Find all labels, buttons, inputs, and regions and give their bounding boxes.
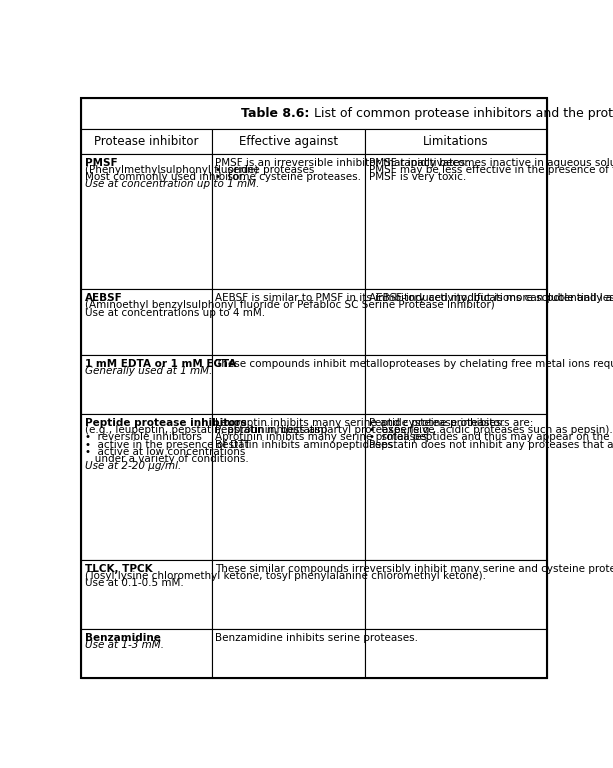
Text: List of common protease inhibitors and the proteases they inhibit: List of common protease inhibitors and t…	[314, 108, 613, 120]
Text: Peptide protease inhibitors: Peptide protease inhibitors	[85, 418, 246, 428]
Bar	[365, 129, 547, 154]
Text: AEBSF-induced modifications can potentially alter the pI of a protein.: AEBSF-induced modifications can potentia…	[368, 293, 613, 303]
Bar	[365, 355, 547, 414]
Text: •  active in the presence of DTT: • active in the presence of DTT	[85, 439, 250, 449]
Text: Protease inhibitor: Protease inhibitor	[94, 135, 199, 148]
Text: Use at 0.1-0.5 mM.: Use at 0.1-0.5 mM.	[85, 578, 183, 588]
Text: Benzamidine: Benzamidine	[85, 633, 161, 643]
Text: •  serine proteases: • serine proteases	[215, 165, 314, 175]
Text: Leupeptin inhibits many serine and cysteine proteases.: Leupeptin inhibits many serine and cyste…	[215, 418, 505, 428]
Bar	[82, 629, 211, 677]
Text: Limitations: Limitations	[424, 135, 489, 148]
Text: PMSF may be less effective in the presence of thiol reagents such as DTT or 2-me: PMSF may be less effective in the presen…	[368, 165, 613, 175]
Text: PMSF is an irreversible inhibitor that inactivates:: PMSF is an irreversible inhibitor that i…	[215, 157, 469, 167]
Text: (Phenylmethylsulphonyl fluoride): (Phenylmethylsulphonyl fluoride)	[85, 165, 258, 175]
Text: TLCK, TPCK: TLCK, TPCK	[85, 564, 152, 574]
Text: PMSF: PMSF	[85, 157, 117, 167]
Text: Effective against: Effective against	[239, 135, 338, 148]
Text: •  active at low concentrations: • active at low concentrations	[85, 447, 245, 457]
Bar	[365, 289, 547, 355]
Text: Table 8.6:: Table 8.6:	[242, 108, 314, 120]
Text: Use at concentration up to 1 mM.: Use at concentration up to 1 mM.	[85, 180, 259, 190]
Text: AEBSF is similar to PMSF in its inhibitory activity, but is more soluble and les: AEBSF is similar to PMSF in its inhibito…	[215, 293, 613, 303]
Bar	[211, 629, 365, 677]
Bar	[82, 414, 211, 560]
Text: Bestatin inhibits aminopeptidases.: Bestatin inhibits aminopeptidases.	[215, 439, 397, 449]
Text: Pepstatin inhibits aspartyl proteases (e.g., acidic proteases such as pepsin).: Pepstatin inhibits aspartyl proteases (e…	[215, 425, 613, 435]
Bar	[211, 414, 365, 560]
Text: Benzamidine inhibits serine proteases.: Benzamidine inhibits serine proteases.	[215, 633, 418, 643]
Bar	[211, 355, 365, 414]
Text: Use at concentrations up to 4 mM.: Use at concentrations up to 4 mM.	[85, 307, 265, 317]
Bar	[211, 129, 365, 154]
Text: Pepstatin does not inhibit any proteases that are active at pH 9.: Pepstatin does not inhibit any proteases…	[368, 439, 613, 449]
Text: 1 mM EDTA or 1 mM EGTA: 1 mM EDTA or 1 mM EGTA	[85, 359, 236, 369]
Bar	[82, 560, 211, 629]
Bar	[211, 560, 365, 629]
Bar	[211, 154, 365, 289]
Text: PMSF is very toxic.: PMSF is very toxic.	[368, 172, 466, 182]
Text: Use at 1-3 mM.: Use at 1-3 mM.	[85, 641, 164, 650]
Bar	[82, 98, 547, 129]
Bar	[211, 289, 365, 355]
Text: •  expensive: • expensive	[368, 425, 434, 435]
Text: under a variety of conditions.: under a variety of conditions.	[85, 454, 248, 464]
Text: AEBSF: AEBSF	[85, 293, 123, 303]
Text: These similar compounds irreversibly inhibit many serine and cysteine proteases.: These similar compounds irreversibly inh…	[215, 564, 613, 574]
Text: •  some cysteine proteases.: • some cysteine proteases.	[215, 172, 361, 182]
Bar	[365, 414, 547, 560]
Text: (e.g., leupeptin, pepstatin, aprotinin, bestatin): (e.g., leupeptin, pepstatin, aprotinin, …	[85, 425, 327, 435]
Bar	[82, 289, 211, 355]
Text: Aprotinin inhibits many serine proteases.: Aprotinin inhibits many serine proteases…	[215, 432, 430, 442]
Bar	[82, 129, 211, 154]
Text: Peptide protease inhibitors are:: Peptide protease inhibitors are:	[368, 418, 533, 428]
Text: Generally used at 1 mM.: Generally used at 1 mM.	[85, 366, 212, 376]
Text: •  reversible inhibitors: • reversible inhibitors	[85, 432, 202, 442]
Text: Use at 2-20 μg/ml.: Use at 2-20 μg/ml.	[85, 462, 181, 472]
Text: (Aminoethyl benzylsulphonyl fluoride or Pefabloc SC Serine Protease Inhibitor): (Aminoethyl benzylsulphonyl fluoride or …	[85, 300, 495, 310]
Bar	[82, 355, 211, 414]
Text: Most commonly used inhibitor.: Most commonly used inhibitor.	[85, 172, 245, 182]
Bar	[365, 154, 547, 289]
Text: (Tosyl lysine chloromethyl ketone, tosyl phenylalanine chloromethyl ketone).: (Tosyl lysine chloromethyl ketone, tosyl…	[85, 571, 485, 581]
Text: •  small peptides and thus may appear on the 2-D map, depending on the size rang: • small peptides and thus may appear on …	[368, 432, 613, 442]
Bar	[82, 154, 211, 289]
Bar	[365, 560, 547, 629]
Text: These compounds inhibit metalloproteases by chelating free metal ions required f: These compounds inhibit metalloproteases…	[215, 359, 613, 369]
Bar	[365, 629, 547, 677]
Text: PMSF rapidly becomes inactive in aqueous solutions: Prepare just prior to use.: PMSF rapidly becomes inactive in aqueous…	[368, 157, 613, 167]
